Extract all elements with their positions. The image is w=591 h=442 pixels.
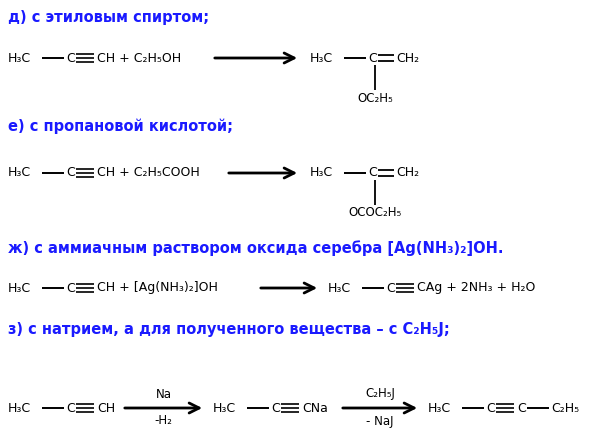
Text: C: C xyxy=(517,401,526,415)
Text: CH₂: CH₂ xyxy=(396,167,419,179)
Text: C: C xyxy=(368,167,376,179)
Text: CH₂: CH₂ xyxy=(396,52,419,65)
Text: C: C xyxy=(66,52,74,65)
Text: CH: CH xyxy=(97,401,115,415)
Text: H₃C: H₃C xyxy=(8,167,31,179)
Text: C: C xyxy=(271,401,280,415)
Text: C₂H₅J: C₂H₅J xyxy=(365,388,395,400)
Text: д) с этиловым спиртом;: д) с этиловым спиртом; xyxy=(8,10,209,25)
Text: OC₂H₅: OC₂H₅ xyxy=(357,91,393,104)
Text: C: C xyxy=(486,401,495,415)
Text: е) с пропановой кислотой;: е) с пропановой кислотой; xyxy=(8,118,233,133)
Text: Na: Na xyxy=(155,388,171,400)
Text: H₃C: H₃C xyxy=(428,401,451,415)
Text: ж) с аммиачным раствором оксида серебра [Ag(NH₃)₂]OH.: ж) с аммиачным раствором оксида серебра … xyxy=(8,240,504,256)
Text: C: C xyxy=(66,282,74,294)
Text: H₃C: H₃C xyxy=(310,52,333,65)
Text: C: C xyxy=(66,167,74,179)
Text: C: C xyxy=(368,52,376,65)
Text: CNa: CNa xyxy=(302,401,328,415)
Text: H₃C: H₃C xyxy=(8,52,31,65)
Text: CAg + 2NH₃ + H₂O: CAg + 2NH₃ + H₂O xyxy=(417,282,535,294)
Text: -H₂: -H₂ xyxy=(155,415,173,427)
Text: C: C xyxy=(66,401,74,415)
Text: H₃C: H₃C xyxy=(310,167,333,179)
Text: C: C xyxy=(386,282,395,294)
Text: H₃C: H₃C xyxy=(8,401,31,415)
Text: OCOC₂H₅: OCOC₂H₅ xyxy=(348,206,402,220)
Text: CH + C₂H₅OH: CH + C₂H₅OH xyxy=(97,52,181,65)
Text: CH + [Ag(NH₃)₂]OH: CH + [Ag(NH₃)₂]OH xyxy=(97,282,218,294)
Text: H₃C: H₃C xyxy=(213,401,236,415)
Text: - NaJ: - NaJ xyxy=(366,415,394,427)
Text: H₃C: H₃C xyxy=(328,282,351,294)
Text: C₂H₅: C₂H₅ xyxy=(551,401,579,415)
Text: H₃C: H₃C xyxy=(8,282,31,294)
Text: CH + C₂H₅COOH: CH + C₂H₅COOH xyxy=(97,167,200,179)
Text: з) с натрием, а для полученного вещества – с C₂H₅J;: з) с натрием, а для полученного вещества… xyxy=(8,322,450,337)
